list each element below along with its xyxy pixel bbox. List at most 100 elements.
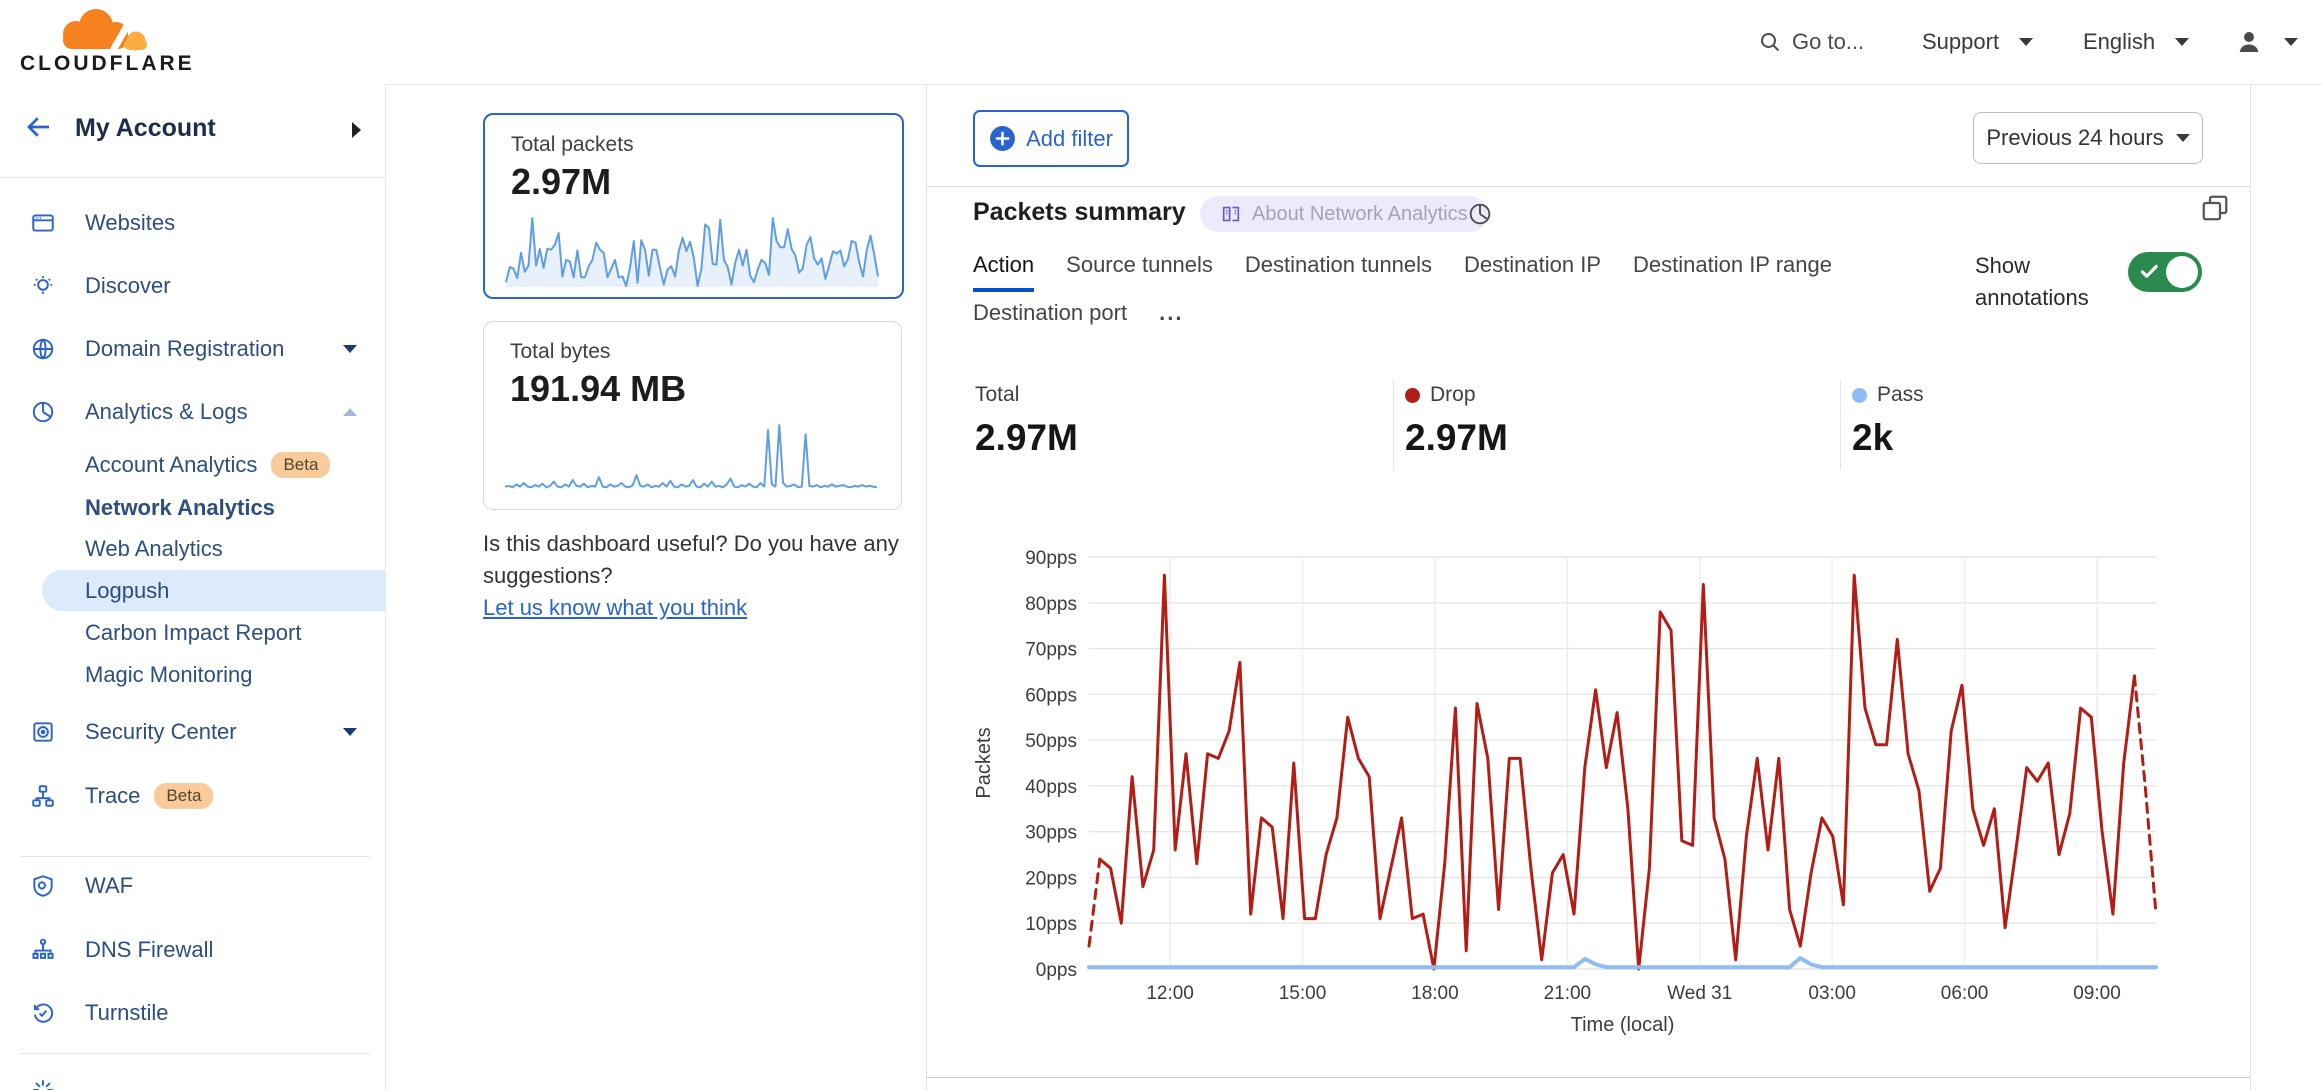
- cloudflare-logo[interactable]: CLOUDFLARE: [18, 4, 192, 80]
- sidebar-item-network-analytics[interactable]: Network Analytics: [0, 486, 385, 530]
- language-label: English: [2083, 29, 2156, 54]
- tab-source-tunnels[interactable]: Source tunnels: [1066, 252, 1213, 277]
- panel-title: Packets summary: [973, 198, 1186, 226]
- svg-text:10pps: 10pps: [1025, 914, 1077, 935]
- language-menu[interactable]: English: [2083, 0, 2190, 84]
- total-bytes-card[interactable]: Total bytes 191.94 MB: [483, 321, 902, 510]
- sidebar-item-label: Discover: [85, 273, 171, 298]
- sidebar-item-carbon-impact-report[interactable]: Carbon Impact Report: [0, 611, 385, 655]
- show-annotations-toggle[interactable]: [2128, 252, 2202, 292]
- svg-text:50pps: 50pps: [1025, 731, 1077, 752]
- stat-pass: Pass 2k: [1852, 383, 2152, 459]
- feedback-question: Is this dashboard useful? Do you have an…: [483, 531, 899, 588]
- panel-top-border: [926, 186, 2250, 187]
- sidebar-item-label: Network Analytics: [85, 495, 275, 520]
- sidebar-item-analytics-logs[interactable]: Analytics & Logs: [0, 390, 385, 434]
- pie-chart-icon: [32, 401, 54, 423]
- pass-legend-dot: [1852, 387, 1867, 403]
- bytes-sparkline: [504, 424, 878, 489]
- tab-destination-ip-range[interactable]: Destination IP range: [1633, 252, 1832, 277]
- sidebar-item-turnstile[interactable]: Turnstile: [0, 991, 385, 1035]
- sidebar-item-label: Security Center: [85, 719, 237, 744]
- feedback-block: Is this dashboard useful? Do you have an…: [483, 528, 913, 624]
- svg-text:18:00: 18:00: [1411, 983, 1459, 1004]
- sidebar-item-label: DNS Firewall: [85, 937, 214, 962]
- shield-gear-icon: [33, 875, 53, 897]
- tab-action[interactable]: Action: [973, 252, 1035, 292]
- tabs-row-1: Action Source tunnels Destination tunnel…: [973, 252, 1832, 292]
- svg-text:06:00: 06:00: [1941, 983, 1989, 1004]
- stat-label: Total: [975, 383, 1020, 406]
- about-network-analytics-badge[interactable]: About Network Analytics: [1200, 196, 1488, 232]
- sidebar-divider: [20, 856, 370, 857]
- cloudflare-logo-text: CLOUDFLARE: [20, 52, 195, 75]
- refresh-check-icon: [33, 1003, 54, 1023]
- goto-search[interactable]: Go to...: [1758, 0, 1864, 84]
- tab-destination-port[interactable]: Destination port: [973, 300, 1128, 325]
- pie-chart-icon[interactable]: [1466, 200, 1494, 228]
- sidebar-item-account-analytics[interactable]: Account Analytics Beta: [0, 443, 385, 487]
- stat-divider: [1393, 380, 1394, 470]
- tab-destination-ip[interactable]: Destination IP: [1464, 252, 1602, 277]
- more-tabs-button[interactable]: ...: [1159, 300, 1184, 325]
- book-icon: [1222, 206, 1240, 222]
- packets-sparkline: [505, 217, 879, 287]
- chevron-down-icon: [343, 345, 357, 353]
- sidebar-item-waf[interactable]: WAF: [0, 864, 385, 908]
- time-range-dropdown[interactable]: Previous 24 hours: [1973, 112, 2203, 164]
- sidebar-item-label: Web Analytics: [85, 536, 223, 561]
- plus-circle-icon: [990, 126, 1016, 151]
- sidebar-item-domain-registration[interactable]: Domain Registration: [0, 327, 385, 371]
- sidebar-item-magic-monitoring[interactable]: Magic Monitoring: [0, 653, 385, 697]
- sidebar-item-dns-firewall[interactable]: DNS Firewall: [0, 928, 385, 972]
- sidebar-divider: [20, 1053, 370, 1054]
- selected-pill: [42, 570, 385, 611]
- sidebar-item-label: Turnstile: [85, 1000, 169, 1025]
- card-title: Total packets: [511, 133, 634, 156]
- sidebar-item-discover[interactable]: Discover: [0, 264, 385, 308]
- time-range-label: Previous 24 hours: [1986, 125, 2164, 150]
- sidebar: My Account Websites Discover Domain Regi…: [0, 84, 386, 1090]
- svg-text:20pps: 20pps: [1025, 868, 1077, 889]
- sidebar-item-websites[interactable]: Websites: [0, 201, 385, 245]
- chevron-down-icon: [343, 728, 357, 736]
- stat-value: 2.97M: [975, 417, 1078, 458]
- card-value: 191.94 MB: [510, 368, 687, 409]
- feedback-link[interactable]: Let us know what you think: [483, 594, 748, 620]
- chevron-down-icon: [2019, 38, 2034, 46]
- safe-icon: [33, 722, 53, 742]
- expand-panel-icon[interactable]: [2200, 193, 2230, 223]
- support-menu[interactable]: Support: [1922, 0, 2034, 84]
- sidebar-item-partial[interactable]: [0, 1068, 385, 1090]
- sidebar-item-trace[interactable]: Trace Beta: [0, 774, 385, 818]
- sidebar-item-web-analytics[interactable]: Web Analytics: [0, 527, 385, 571]
- back-arrow-icon[interactable]: [24, 112, 54, 142]
- show-annotations-label: Show annotations: [1975, 253, 2089, 310]
- svg-text:21:00: 21:00: [1544, 983, 1592, 1004]
- svg-text:40pps: 40pps: [1025, 777, 1077, 798]
- svg-text:80pps: 80pps: [1025, 594, 1077, 615]
- sidebar-item-label: Websites: [85, 210, 176, 235]
- hierarchy-icon: [32, 938, 54, 959]
- discover-icon: [33, 276, 53, 294]
- check-icon: [2140, 264, 2158, 278]
- stat-drop: Drop 2.97M: [1405, 383, 1705, 459]
- user-menu[interactable]: [2234, 0, 2298, 84]
- svg-text:12:00: 12:00: [1146, 983, 1194, 1004]
- chevron-down-icon: [2175, 38, 2190, 46]
- svg-text:0pps: 0pps: [1036, 960, 1077, 981]
- add-filter-button[interactable]: Add filter: [973, 110, 1129, 167]
- chevron-up-icon: [343, 408, 357, 416]
- tab-destination-tunnels[interactable]: Destination tunnels: [1244, 252, 1433, 277]
- sidebar-item-logpush[interactable]: Logpush: [0, 569, 385, 613]
- svg-text:90pps: 90pps: [1025, 548, 1077, 569]
- sidebar-item-security-center[interactable]: Security Center: [0, 710, 385, 754]
- total-packets-card[interactable]: Total packets 2.97M: [483, 113, 904, 299]
- svg-text:Packets: Packets: [973, 727, 995, 798]
- account-header: My Account: [0, 84, 385, 178]
- chevron-right-icon[interactable]: [352, 122, 361, 138]
- sidebar-item-label: WAF: [85, 873, 134, 898]
- card-title: Total bytes: [510, 340, 611, 363]
- sidebar-item-label: Trace Beta: [85, 783, 214, 809]
